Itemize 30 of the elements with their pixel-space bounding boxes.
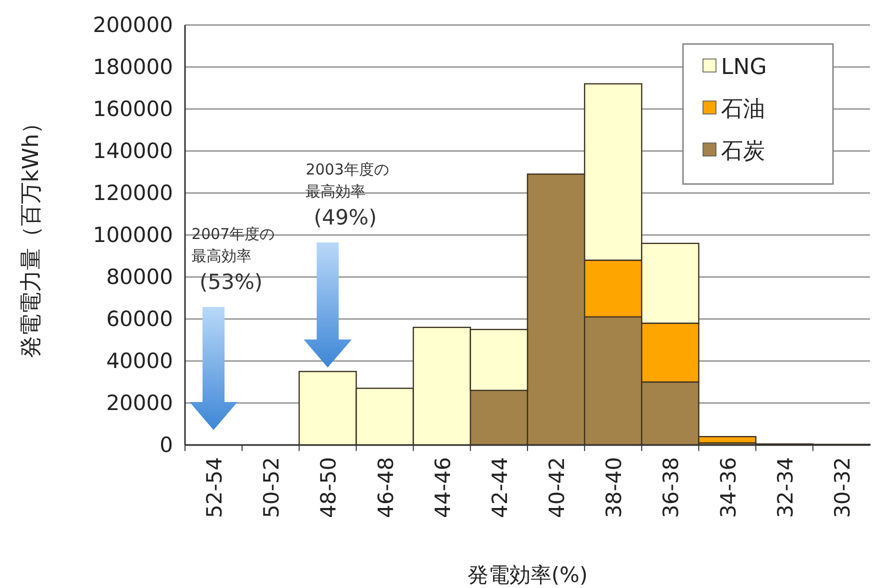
legend-label: 石炭	[721, 139, 765, 164]
annotation: 2003年度の最高効率(49%)	[306, 160, 389, 230]
x-tick-label: 44-46	[430, 457, 455, 518]
x-tick-label: 38-40	[602, 457, 626, 518]
x-tick-label: 32-34	[773, 457, 798, 518]
y-tick-label: 20000	[106, 391, 173, 415]
y-tick-label: 80000	[106, 265, 173, 289]
y-tick-label: 120000	[92, 181, 173, 205]
x-tick-label: 42-44	[488, 457, 512, 518]
y-tick-label: 180000	[92, 55, 173, 79]
y-tick-label: 40000	[106, 349, 173, 373]
x-tick-label: 30-32	[830, 457, 854, 518]
annotation: 2007年度の最高効率(53%)	[192, 225, 275, 294]
x-tick-label: 36-38	[659, 457, 684, 518]
x-tick-label: 46-48	[374, 457, 398, 518]
y-tick-label: 60000	[106, 307, 173, 331]
x-axis-title: 発電効率(%)	[467, 563, 588, 587]
y-tick-label: 200000	[92, 13, 173, 37]
x-tick-label: 48-50	[316, 457, 341, 518]
y-tick-label: 140000	[92, 139, 173, 163]
y-axis-title: 発電電力量（百万kWh）	[19, 112, 44, 358]
x-tick-label: 40-42	[545, 457, 570, 518]
x-tick-label: 34-36	[716, 457, 740, 518]
x-tick-label: 52-54	[202, 457, 227, 518]
legend-label: LNG	[721, 55, 767, 80]
y-tick-label: 160000	[92, 97, 173, 121]
x-tick-label: 50-52	[260, 457, 284, 518]
y-tick-label: 100000	[92, 223, 173, 247]
legend-label: 石油	[721, 97, 765, 122]
y-tick-label: 0	[160, 433, 173, 457]
